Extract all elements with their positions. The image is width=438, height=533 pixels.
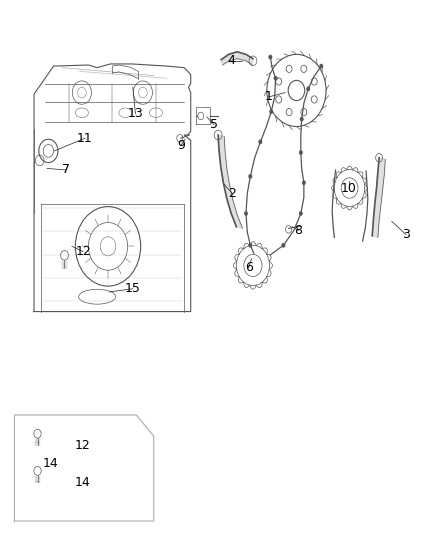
Circle shape <box>249 174 252 179</box>
Circle shape <box>302 181 306 185</box>
Text: 1: 1 <box>265 90 273 103</box>
Circle shape <box>274 76 277 80</box>
Text: 14: 14 <box>74 476 90 489</box>
Circle shape <box>299 212 303 216</box>
Circle shape <box>269 110 273 114</box>
Circle shape <box>299 150 303 155</box>
Circle shape <box>282 243 285 247</box>
Text: 12: 12 <box>75 245 91 258</box>
Text: 6: 6 <box>245 261 253 274</box>
Text: 4: 4 <box>227 54 235 67</box>
Circle shape <box>244 212 248 216</box>
Text: 7: 7 <box>62 164 70 176</box>
Text: 13: 13 <box>127 107 143 120</box>
Circle shape <box>300 117 304 121</box>
Text: 15: 15 <box>125 282 141 295</box>
Circle shape <box>307 87 310 91</box>
Polygon shape <box>221 52 253 65</box>
Text: 5: 5 <box>210 118 218 131</box>
Circle shape <box>258 140 262 144</box>
Polygon shape <box>372 158 385 237</box>
Text: 9: 9 <box>177 139 185 152</box>
Circle shape <box>320 64 323 68</box>
Circle shape <box>249 243 252 247</box>
Polygon shape <box>218 135 243 228</box>
Text: 10: 10 <box>341 182 357 195</box>
Text: 12: 12 <box>74 439 90 451</box>
Text: 3: 3 <box>402 228 410 241</box>
Text: 8: 8 <box>294 224 302 237</box>
Text: 11: 11 <box>77 132 93 144</box>
Circle shape <box>268 55 272 59</box>
Text: 2: 2 <box>228 187 236 200</box>
Text: 14: 14 <box>42 457 58 470</box>
